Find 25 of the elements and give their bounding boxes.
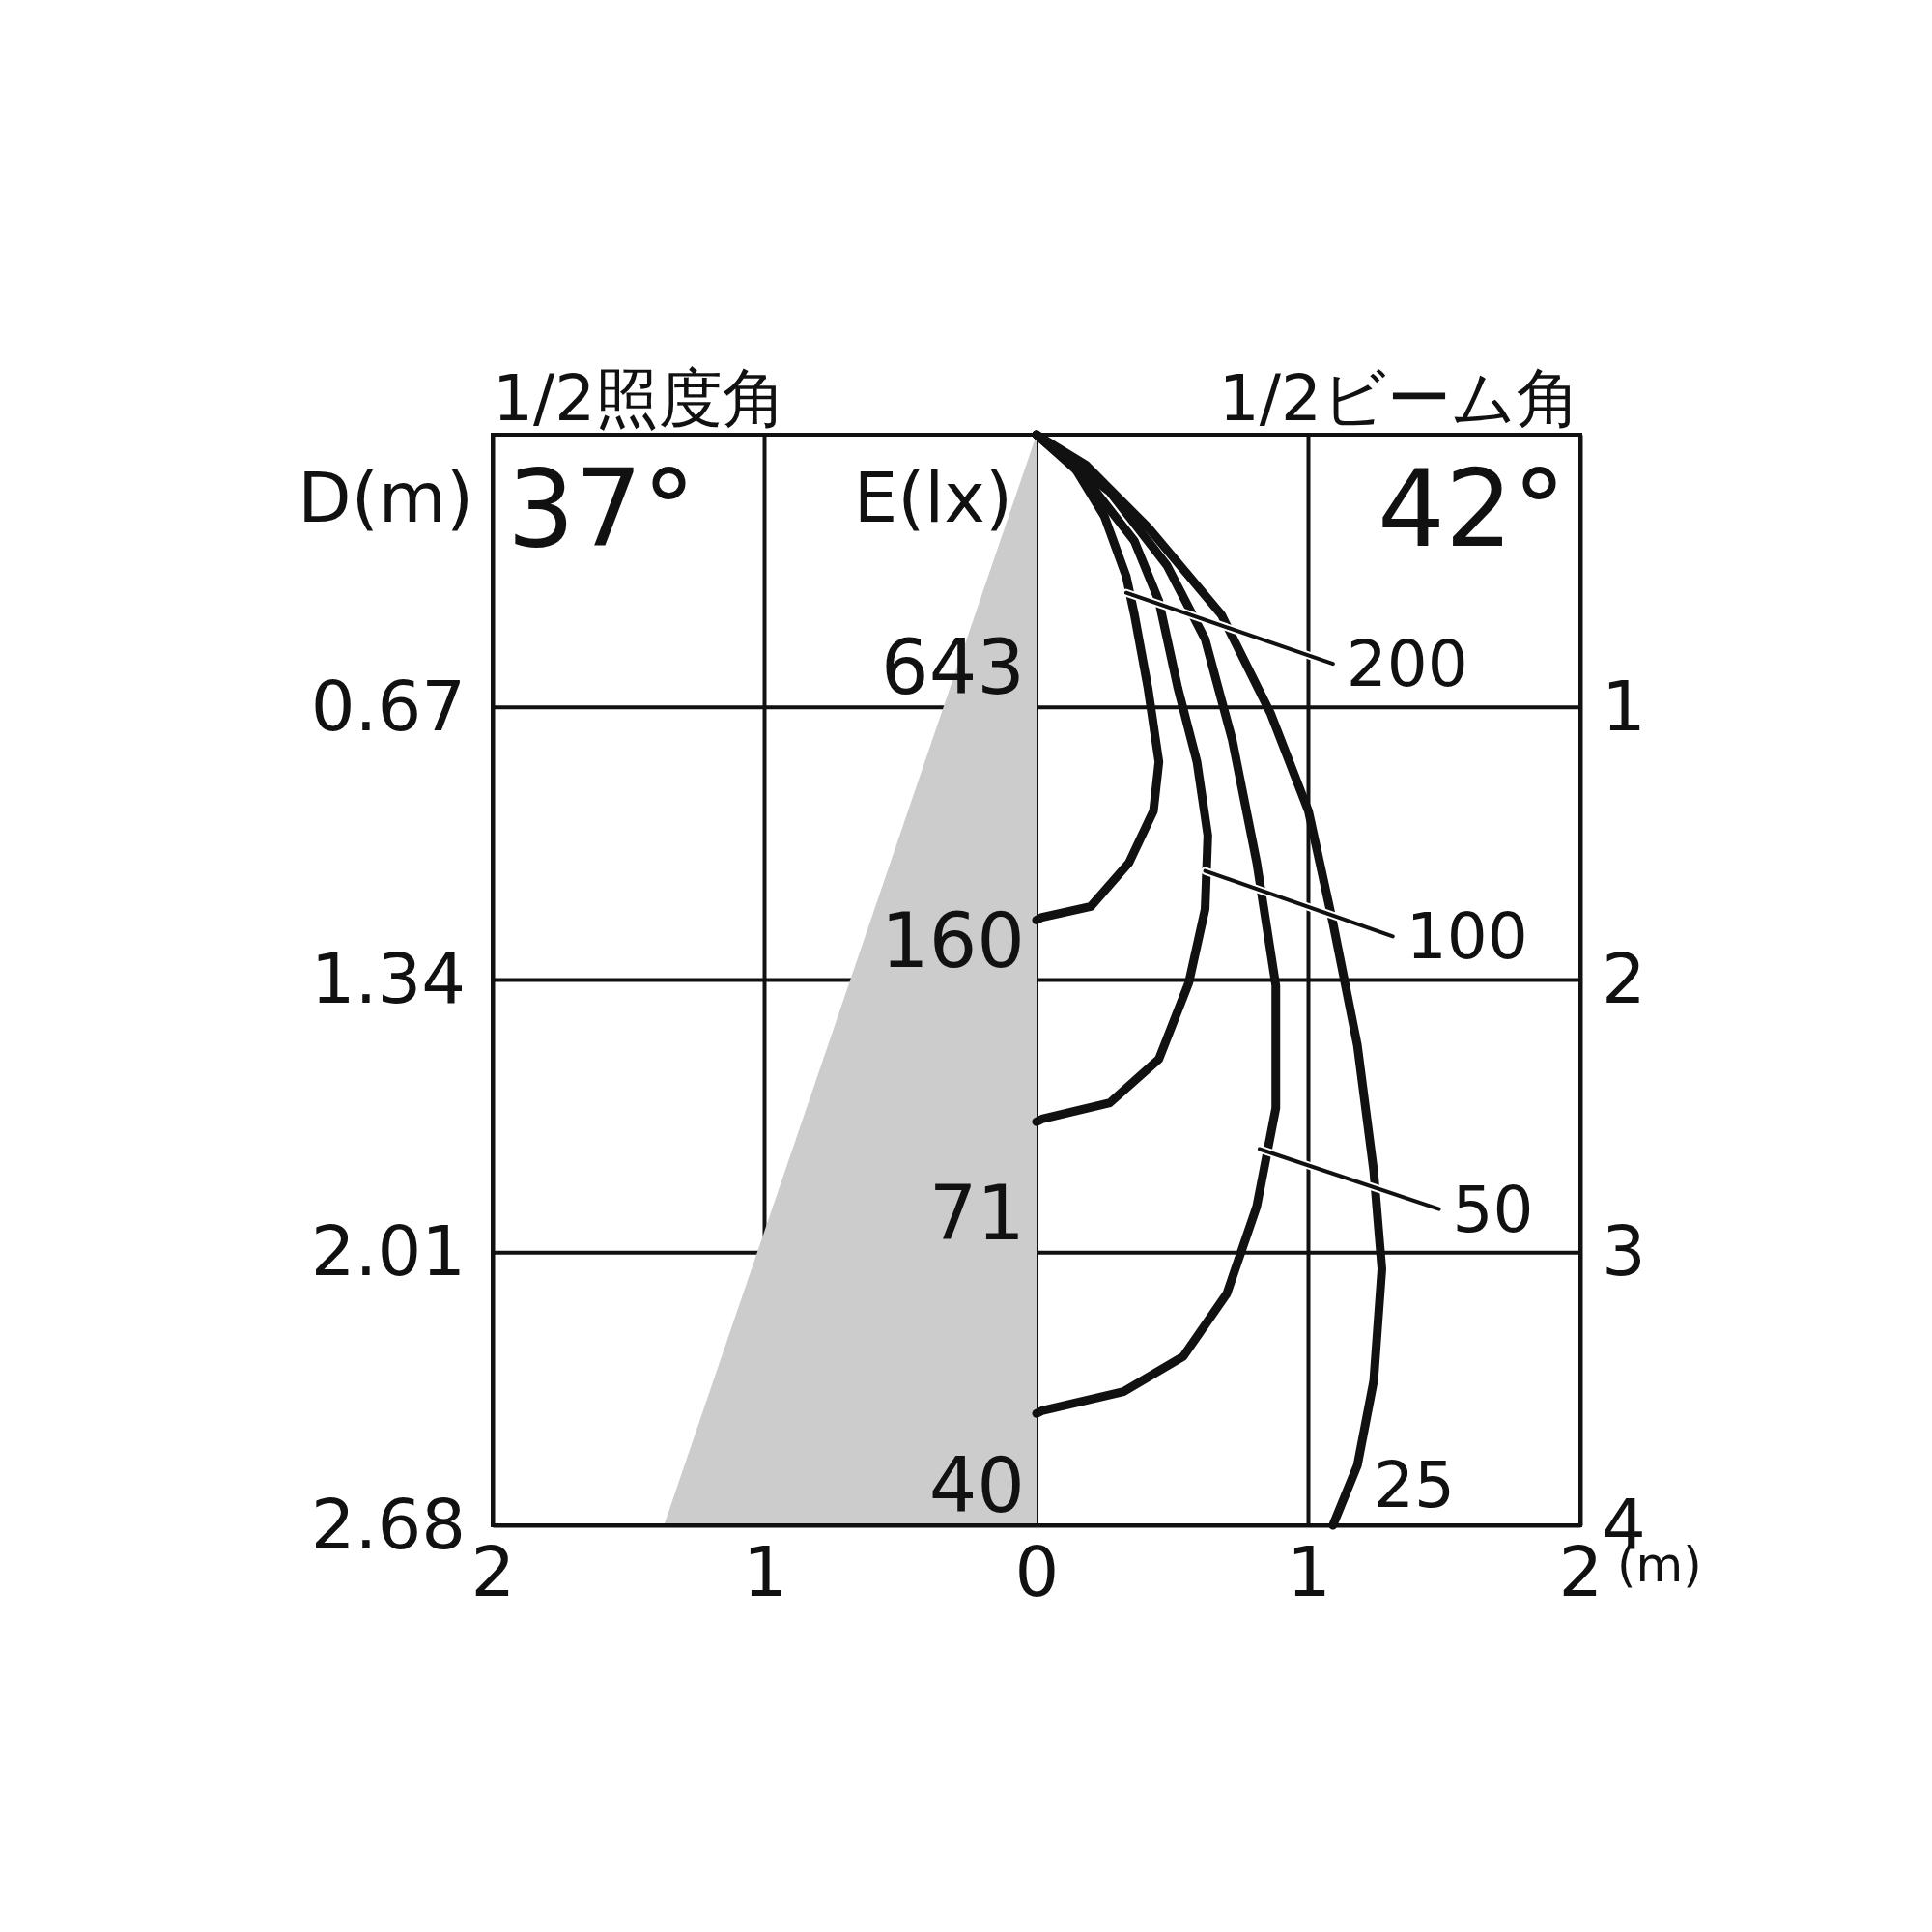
annotation: 643 bbox=[881, 624, 1025, 712]
x-tick-label: 1 bbox=[743, 1531, 787, 1613]
legend-label: 50 bbox=[1452, 1172, 1534, 1247]
x-tick-label: 2 bbox=[470, 1531, 516, 1613]
y2-axis-title: D(m) bbox=[298, 457, 473, 538]
y2-tick-label: 2.01 bbox=[310, 1210, 466, 1293]
y2-tick-label: 2.68 bbox=[310, 1483, 466, 1565]
annotation: 71 bbox=[928, 1169, 1025, 1257]
x-tick-label: 0 bbox=[1014, 1531, 1060, 1613]
annotation: 42° bbox=[1378, 447, 1566, 571]
y2-tick-label: 1.34 bbox=[310, 938, 466, 1020]
y2-tick-label: 0.67 bbox=[310, 665, 466, 747]
legend-label: 200 bbox=[1346, 627, 1468, 702]
annotation: 37° bbox=[507, 447, 696, 571]
annotation: 160 bbox=[881, 896, 1025, 984]
x-tick-label: 1 bbox=[1287, 1531, 1331, 1613]
annotation: 1/2ビーム角 bbox=[1218, 361, 1580, 436]
legend-label: 100 bbox=[1406, 899, 1528, 975]
series-label: 25 bbox=[1374, 1447, 1456, 1522]
y-tick-label: 3 bbox=[1602, 1210, 1646, 1293]
annotation: E(lx) bbox=[853, 457, 1012, 538]
annotation: 40 bbox=[928, 1442, 1025, 1529]
y-tick-label: 1 bbox=[1602, 665, 1646, 747]
annotation: 1/2照度角 bbox=[493, 361, 787, 436]
y-tick-label: 2 bbox=[1602, 938, 1646, 1020]
